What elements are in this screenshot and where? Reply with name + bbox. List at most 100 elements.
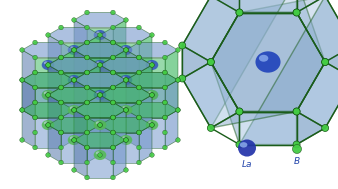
Polygon shape xyxy=(126,110,139,147)
Polygon shape xyxy=(74,43,126,57)
Ellipse shape xyxy=(259,55,268,62)
Polygon shape xyxy=(74,110,87,147)
Polygon shape xyxy=(61,73,87,102)
Polygon shape xyxy=(113,80,126,118)
Circle shape xyxy=(137,130,141,135)
Circle shape xyxy=(46,33,50,37)
Circle shape xyxy=(124,138,128,142)
Circle shape xyxy=(176,78,180,82)
Circle shape xyxy=(124,78,128,82)
Circle shape xyxy=(85,85,89,90)
Circle shape xyxy=(111,145,115,150)
Circle shape xyxy=(20,78,24,82)
Polygon shape xyxy=(113,140,126,177)
Circle shape xyxy=(137,115,141,120)
Circle shape xyxy=(124,78,128,82)
Circle shape xyxy=(85,130,89,135)
Polygon shape xyxy=(100,88,152,102)
Circle shape xyxy=(111,85,115,90)
Circle shape xyxy=(33,85,38,90)
Circle shape xyxy=(111,40,115,45)
Circle shape xyxy=(150,63,154,67)
Circle shape xyxy=(98,33,102,37)
Ellipse shape xyxy=(94,60,106,70)
Circle shape xyxy=(176,138,180,142)
Ellipse shape xyxy=(238,139,256,156)
Polygon shape xyxy=(239,0,338,145)
Polygon shape xyxy=(113,73,139,102)
Circle shape xyxy=(33,70,38,75)
Polygon shape xyxy=(239,0,296,12)
Ellipse shape xyxy=(120,75,132,85)
Polygon shape xyxy=(100,88,152,102)
Polygon shape xyxy=(211,0,325,12)
Circle shape xyxy=(124,78,128,82)
Ellipse shape xyxy=(70,46,74,50)
Circle shape xyxy=(137,85,141,90)
Circle shape xyxy=(33,100,38,105)
Ellipse shape xyxy=(68,45,80,55)
Circle shape xyxy=(207,59,214,66)
Ellipse shape xyxy=(94,90,106,100)
Circle shape xyxy=(85,85,89,90)
Circle shape xyxy=(98,153,102,157)
Polygon shape xyxy=(48,57,100,73)
Polygon shape xyxy=(35,88,61,118)
Polygon shape xyxy=(87,88,113,118)
Circle shape xyxy=(59,130,63,135)
Circle shape xyxy=(111,100,115,105)
Ellipse shape xyxy=(122,106,126,110)
Ellipse shape xyxy=(68,105,80,115)
Polygon shape xyxy=(22,80,35,118)
Polygon shape xyxy=(211,12,325,112)
Polygon shape xyxy=(74,80,87,118)
Circle shape xyxy=(111,70,115,75)
Circle shape xyxy=(111,40,115,45)
Circle shape xyxy=(322,59,329,66)
Circle shape xyxy=(293,108,300,115)
Circle shape xyxy=(111,100,115,105)
Ellipse shape xyxy=(120,135,132,145)
Ellipse shape xyxy=(96,91,100,94)
Circle shape xyxy=(33,40,38,45)
Ellipse shape xyxy=(146,90,158,100)
Polygon shape xyxy=(165,80,178,118)
Circle shape xyxy=(98,123,102,127)
Circle shape xyxy=(124,108,128,112)
Polygon shape xyxy=(74,43,126,57)
Ellipse shape xyxy=(44,121,48,125)
Polygon shape xyxy=(100,35,113,73)
Circle shape xyxy=(163,85,167,90)
Polygon shape xyxy=(87,147,113,177)
Polygon shape xyxy=(74,50,87,88)
Polygon shape xyxy=(239,112,296,145)
Circle shape xyxy=(33,115,38,120)
Ellipse shape xyxy=(70,106,74,110)
Circle shape xyxy=(85,70,89,75)
Circle shape xyxy=(163,115,167,120)
Ellipse shape xyxy=(42,60,54,70)
Circle shape xyxy=(163,130,167,135)
Circle shape xyxy=(124,18,128,22)
Ellipse shape xyxy=(122,106,126,110)
Circle shape xyxy=(85,175,89,180)
Polygon shape xyxy=(113,50,126,88)
Circle shape xyxy=(111,55,115,60)
Ellipse shape xyxy=(148,61,152,65)
Ellipse shape xyxy=(96,91,100,94)
Ellipse shape xyxy=(70,106,74,110)
Circle shape xyxy=(111,70,115,75)
Circle shape xyxy=(124,78,128,82)
Polygon shape xyxy=(74,50,87,88)
Polygon shape xyxy=(100,95,113,132)
Circle shape xyxy=(137,130,141,135)
Polygon shape xyxy=(87,88,113,118)
Circle shape xyxy=(85,115,89,120)
Circle shape xyxy=(46,153,50,157)
Polygon shape xyxy=(61,73,87,102)
Polygon shape xyxy=(74,132,126,147)
Polygon shape xyxy=(87,65,100,102)
Circle shape xyxy=(163,100,167,105)
Circle shape xyxy=(150,93,154,97)
Circle shape xyxy=(59,115,63,120)
